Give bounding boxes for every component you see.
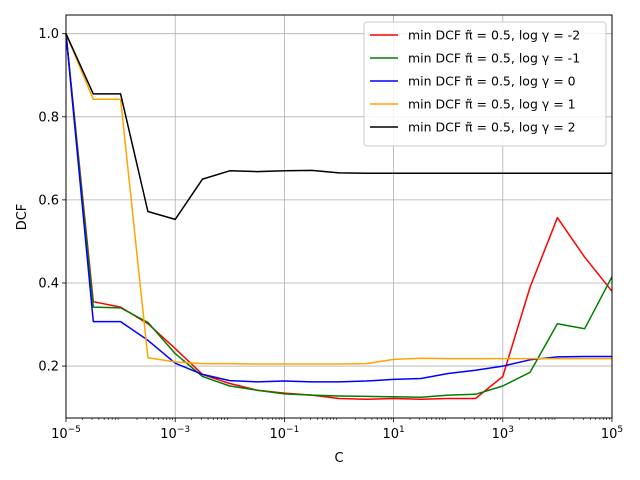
- series-line-1: [65, 33, 613, 398]
- legend: min DCF π̃ = 0.5, log γ = -2 min DCF π̃ =…: [363, 21, 607, 147]
- y-tick-label: 1.0: [38, 27, 59, 42]
- x-tick-label: 10−5: [51, 425, 81, 442]
- plot-frame: [65, 14, 613, 419]
- legend-label: min DCF π̃ = 0.5, log γ = 2: [408, 120, 576, 135]
- legend-label: min DCF π̃ = 0.5, log γ = 1: [408, 97, 576, 112]
- y-tick-label: 0.8: [38, 110, 59, 125]
- series-line-3: [65, 33, 612, 365]
- axis-ticks: 10−5 10−3 10−1 101 103 105 0.2 0.4 0.6 0.8 1.0: [38, 27, 623, 442]
- x-axis-label: C: [334, 451, 343, 466]
- x-tick-label: 10−1: [269, 425, 299, 442]
- legend-label: min DCF π̃ = 0.5, log γ = -2: [408, 28, 580, 43]
- legend-label: min DCF π̃ = 0.5, log γ = -1: [408, 51, 580, 66]
- x-tick-label: 101: [382, 425, 404, 442]
- y-axis-label: DCF: [15, 204, 30, 231]
- series-line-2: [65, 33, 612, 383]
- legend-box: [363, 21, 607, 147]
- x-tick-label: 103: [492, 425, 514, 442]
- x-tick-label: 105: [601, 425, 623, 442]
- y-tick-label: 0.6: [38, 193, 59, 208]
- x-tick-label: 10−3: [160, 425, 190, 442]
- series-line-4: [65, 33, 612, 221]
- y-tick-label: 0.4: [38, 276, 59, 291]
- series-lines: [65, 33, 613, 401]
- y-tick-label: 0.2: [38, 360, 59, 375]
- legend-label: min DCF π̃ = 0.5, log γ = 0: [408, 74, 576, 89]
